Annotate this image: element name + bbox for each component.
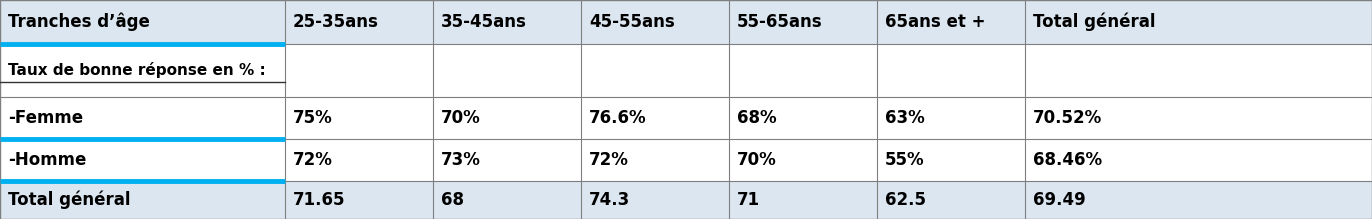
Text: Total général: Total général — [8, 191, 130, 209]
Text: 25-35ans: 25-35ans — [294, 13, 379, 31]
Text: 35-45ans: 35-45ans — [440, 13, 527, 31]
Text: 72%: 72% — [294, 151, 333, 169]
Text: 70%: 70% — [440, 109, 480, 127]
Bar — [0, 139, 1372, 181]
Text: 55%: 55% — [885, 151, 925, 169]
Bar — [0, 97, 1372, 139]
Text: 69.49: 69.49 — [1033, 191, 1085, 209]
Text: 62.5: 62.5 — [885, 191, 926, 209]
Text: 71: 71 — [737, 191, 760, 209]
Text: Taux de bonne réponse en % :: Taux de bonne réponse en % : — [8, 62, 266, 78]
Text: Tranches d’âge: Tranches d’âge — [8, 13, 150, 31]
Text: 68%: 68% — [737, 109, 777, 127]
Text: -Homme: -Homme — [8, 151, 86, 169]
Text: 63%: 63% — [885, 109, 925, 127]
Text: -Femme: -Femme — [8, 109, 84, 127]
Text: 76.6%: 76.6% — [589, 109, 646, 127]
Text: 55-65ans: 55-65ans — [737, 13, 823, 31]
Text: 65ans et +: 65ans et + — [885, 13, 985, 31]
Text: 73%: 73% — [440, 151, 480, 169]
Bar — [0, 181, 1372, 219]
Text: 75%: 75% — [294, 109, 333, 127]
Text: 45-55ans: 45-55ans — [589, 13, 675, 31]
Text: 71.65: 71.65 — [294, 191, 346, 209]
Text: 68: 68 — [440, 191, 464, 209]
Bar — [0, 44, 1372, 97]
Text: 72%: 72% — [589, 151, 628, 169]
Bar — [0, 0, 1372, 44]
Text: 68.46%: 68.46% — [1033, 151, 1102, 169]
Text: 70%: 70% — [737, 151, 777, 169]
Text: 70.52%: 70.52% — [1033, 109, 1102, 127]
Text: Total général: Total général — [1033, 13, 1155, 31]
Text: 74.3: 74.3 — [589, 191, 630, 209]
